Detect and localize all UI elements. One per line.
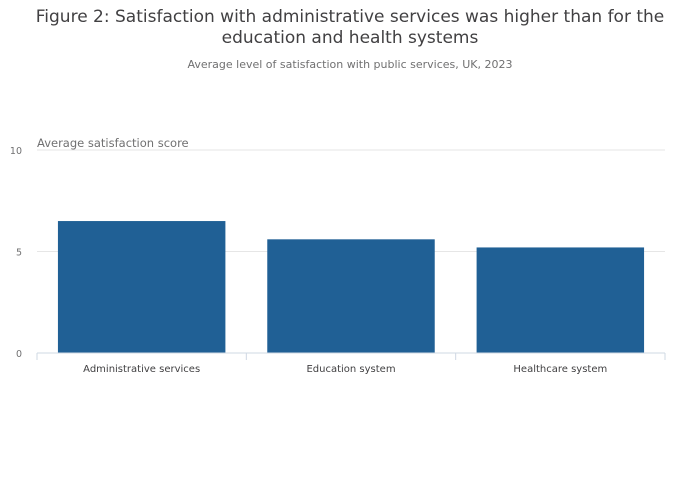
bars (57, 221, 645, 353)
y-axis-label: Average satisfaction score (37, 136, 189, 150)
x-tick-label: Administrative services (83, 364, 200, 375)
tick-labels: 0 5 10 Administrative services Education sys… (10, 146, 607, 375)
y-tick-label: 5 (16, 248, 22, 259)
chart-subtitle: Average level of satisfaction with publi… (187, 58, 513, 71)
bar-2 (267, 239, 435, 353)
bar-3 (476, 247, 645, 353)
x-tick-label: Education system (306, 364, 395, 375)
y-tick-label: 10 (10, 146, 22, 157)
x-tick-label: Healthcare system (513, 364, 607, 375)
bar-1 (57, 221, 226, 353)
chart-title: Figure 2: Satisfaction with administrati… (35, 7, 665, 48)
x-axis (36, 352, 666, 360)
y-tick-label: 0 (16, 349, 22, 360)
